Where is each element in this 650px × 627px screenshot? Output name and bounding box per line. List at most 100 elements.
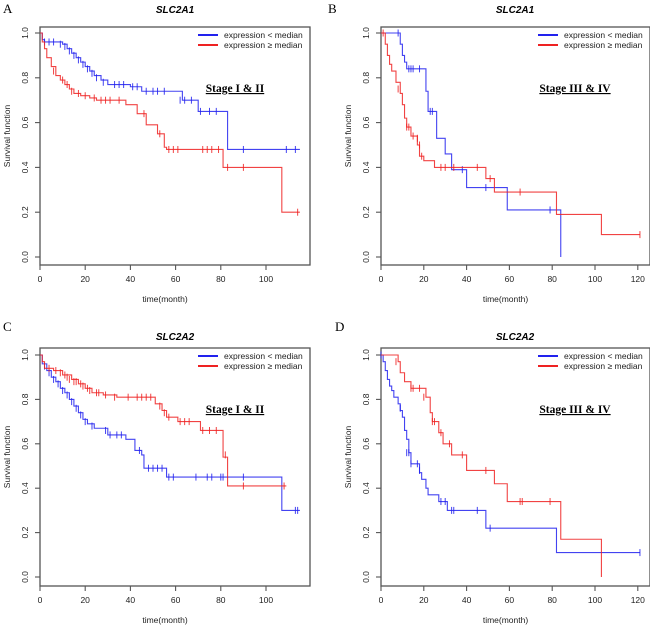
chart-title: SLC2A2 xyxy=(156,332,195,343)
chart-title: SLC2A1 xyxy=(496,5,535,16)
x-tick-label: 100 xyxy=(588,595,602,605)
series-low-expression xyxy=(381,29,562,257)
y-tick-label: 0.0 xyxy=(20,571,30,583)
x-tick-label: 20 xyxy=(419,595,429,605)
y-tick-label: 0.6 xyxy=(361,438,371,450)
survival-curve xyxy=(40,354,287,487)
x-axis-label: time(month) xyxy=(142,615,188,625)
x-tick-label: 20 xyxy=(419,274,429,284)
legend-entry: expression < median xyxy=(224,351,303,361)
survival-curve xyxy=(40,32,300,151)
stage-annotation: Stage I & II xyxy=(206,404,265,416)
y-tick-label: 0.0 xyxy=(361,251,371,263)
panel-c: C SLC2A2 0 20 40 60 80 100 0.0 0.2 0.4 0.6 0.8 1.0 tim… xyxy=(2,319,311,625)
series-high-expression xyxy=(40,354,287,490)
y-tick-label: 0.2 xyxy=(20,206,30,218)
x-tick-label: 40 xyxy=(462,595,472,605)
x-tick-label: 100 xyxy=(588,274,602,284)
y-tick-label: 0.0 xyxy=(20,251,30,263)
y-axis-label: Survival function xyxy=(343,105,353,168)
x-tick-label: 100 xyxy=(259,274,273,284)
series-high-expression xyxy=(381,354,602,577)
x-tick-label: 100 xyxy=(259,595,273,605)
plot-frame xyxy=(39,347,311,587)
survival-curve xyxy=(381,32,562,257)
plot-frame xyxy=(380,347,650,587)
series-low-expression xyxy=(40,354,300,514)
y-tick-label: 0.8 xyxy=(20,393,30,405)
survival-curve xyxy=(381,354,640,554)
chart-title: SLC2A2 xyxy=(496,332,535,343)
stage-annotation: Stage III & IV xyxy=(539,404,611,416)
y-tick-label: 0.4 xyxy=(361,161,371,173)
x-tick-label: 80 xyxy=(216,274,226,284)
panel-letter: A xyxy=(3,1,13,16)
y-tick-label: 1.0 xyxy=(20,27,30,39)
panel-letter: B xyxy=(328,1,337,16)
y-tick-label: 0.8 xyxy=(361,72,371,84)
x-tick-label: 40 xyxy=(126,274,136,284)
y-tick-label: 1.0 xyxy=(20,349,30,361)
x-tick-label: 60 xyxy=(505,274,515,284)
x-tick-label: 60 xyxy=(171,274,181,284)
x-tick-label: 80 xyxy=(547,595,557,605)
x-tick-label: 0 xyxy=(379,595,384,605)
series-high-expression xyxy=(381,29,641,239)
x-tick-label: 0 xyxy=(38,595,43,605)
x-tick-label: 60 xyxy=(171,595,181,605)
x-tick-label: 120 xyxy=(631,595,645,605)
y-tick-label: 0.4 xyxy=(20,482,30,494)
x-axis-label: time(month) xyxy=(483,294,529,304)
y-tick-label: 0.2 xyxy=(361,526,371,538)
survival-curve xyxy=(40,32,300,213)
survival-curve xyxy=(381,32,640,236)
survival-curve xyxy=(381,354,602,577)
legend-entry: expression < median xyxy=(564,30,643,40)
y-tick-label: 0.4 xyxy=(361,482,371,494)
y-tick-label: 0.6 xyxy=(361,116,371,128)
x-tick-label: 120 xyxy=(631,274,645,284)
y-tick-label: 0.6 xyxy=(20,438,30,450)
y-tick-label: 0.0 xyxy=(361,571,371,583)
y-axis-label: Survival function xyxy=(2,105,12,168)
x-tick-label: 40 xyxy=(126,595,136,605)
legend-entry: expression ≥ median xyxy=(224,40,303,50)
chart-title: SLC2A1 xyxy=(156,5,195,16)
x-axis-label: time(month) xyxy=(483,615,529,625)
x-tick-label: 20 xyxy=(80,595,90,605)
legend-entry: expression ≥ median xyxy=(564,40,643,50)
panel-d: D SLC2A2 0 20 40 60 80 100 120 0.0 0.2 0.4 0.6 0.8 1.0… xyxy=(335,319,650,625)
plot-frame xyxy=(39,26,311,266)
y-tick-label: 1.0 xyxy=(361,27,371,39)
plot-frame xyxy=(380,26,650,266)
y-tick-label: 0.6 xyxy=(20,116,30,128)
survival-curve xyxy=(40,354,300,511)
legend-entry: expression ≥ median xyxy=(224,361,303,371)
panel-a: A SLC2A1 0 20 40 60 80 100 0.0 0.2 0.4 0.6 0.8 1.0 tim… xyxy=(2,1,311,304)
series-low-expression xyxy=(380,351,641,557)
stage-annotation: Stage I & II xyxy=(206,83,265,95)
legend-entry: expression < median xyxy=(224,30,303,40)
panel-b: B SLC2A1 0 20 40 60 80 100 120 0.0 0.2 0.4 0.6 0.8 1.0… xyxy=(328,1,650,304)
x-tick-label: 0 xyxy=(379,274,384,284)
legend-entry: expression ≥ median xyxy=(564,361,643,371)
y-tick-label: 0.8 xyxy=(20,72,30,84)
y-tick-label: 0.2 xyxy=(20,526,30,538)
stage-annotation: Stage III & IV xyxy=(539,83,611,95)
y-tick-label: 0.4 xyxy=(20,161,30,173)
x-tick-label: 20 xyxy=(80,274,90,284)
legend-entry: expression < median xyxy=(564,351,643,361)
x-tick-label: 60 xyxy=(505,595,515,605)
panel-letter: D xyxy=(335,319,344,334)
series-high-expression xyxy=(40,32,300,216)
x-axis-label: time(month) xyxy=(142,294,188,304)
x-tick-label: 80 xyxy=(216,595,226,605)
y-tick-label: 1.0 xyxy=(361,349,371,361)
y-axis-label: Survival function xyxy=(2,426,12,489)
y-axis-label: Survival function xyxy=(343,426,353,489)
x-tick-label: 80 xyxy=(547,274,557,284)
y-tick-label: 0.2 xyxy=(361,206,371,218)
x-tick-label: 0 xyxy=(38,274,43,284)
y-tick-label: 0.8 xyxy=(361,393,371,405)
